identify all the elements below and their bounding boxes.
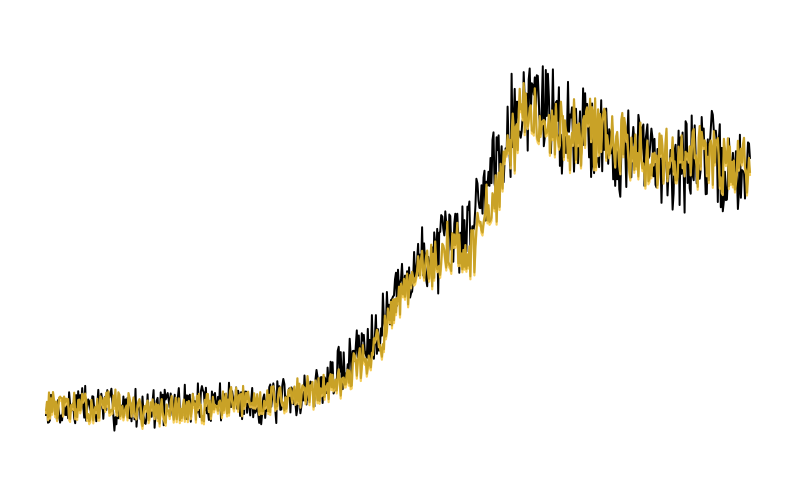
plot-area [46, 66, 750, 430]
series-black-line [46, 66, 750, 430]
